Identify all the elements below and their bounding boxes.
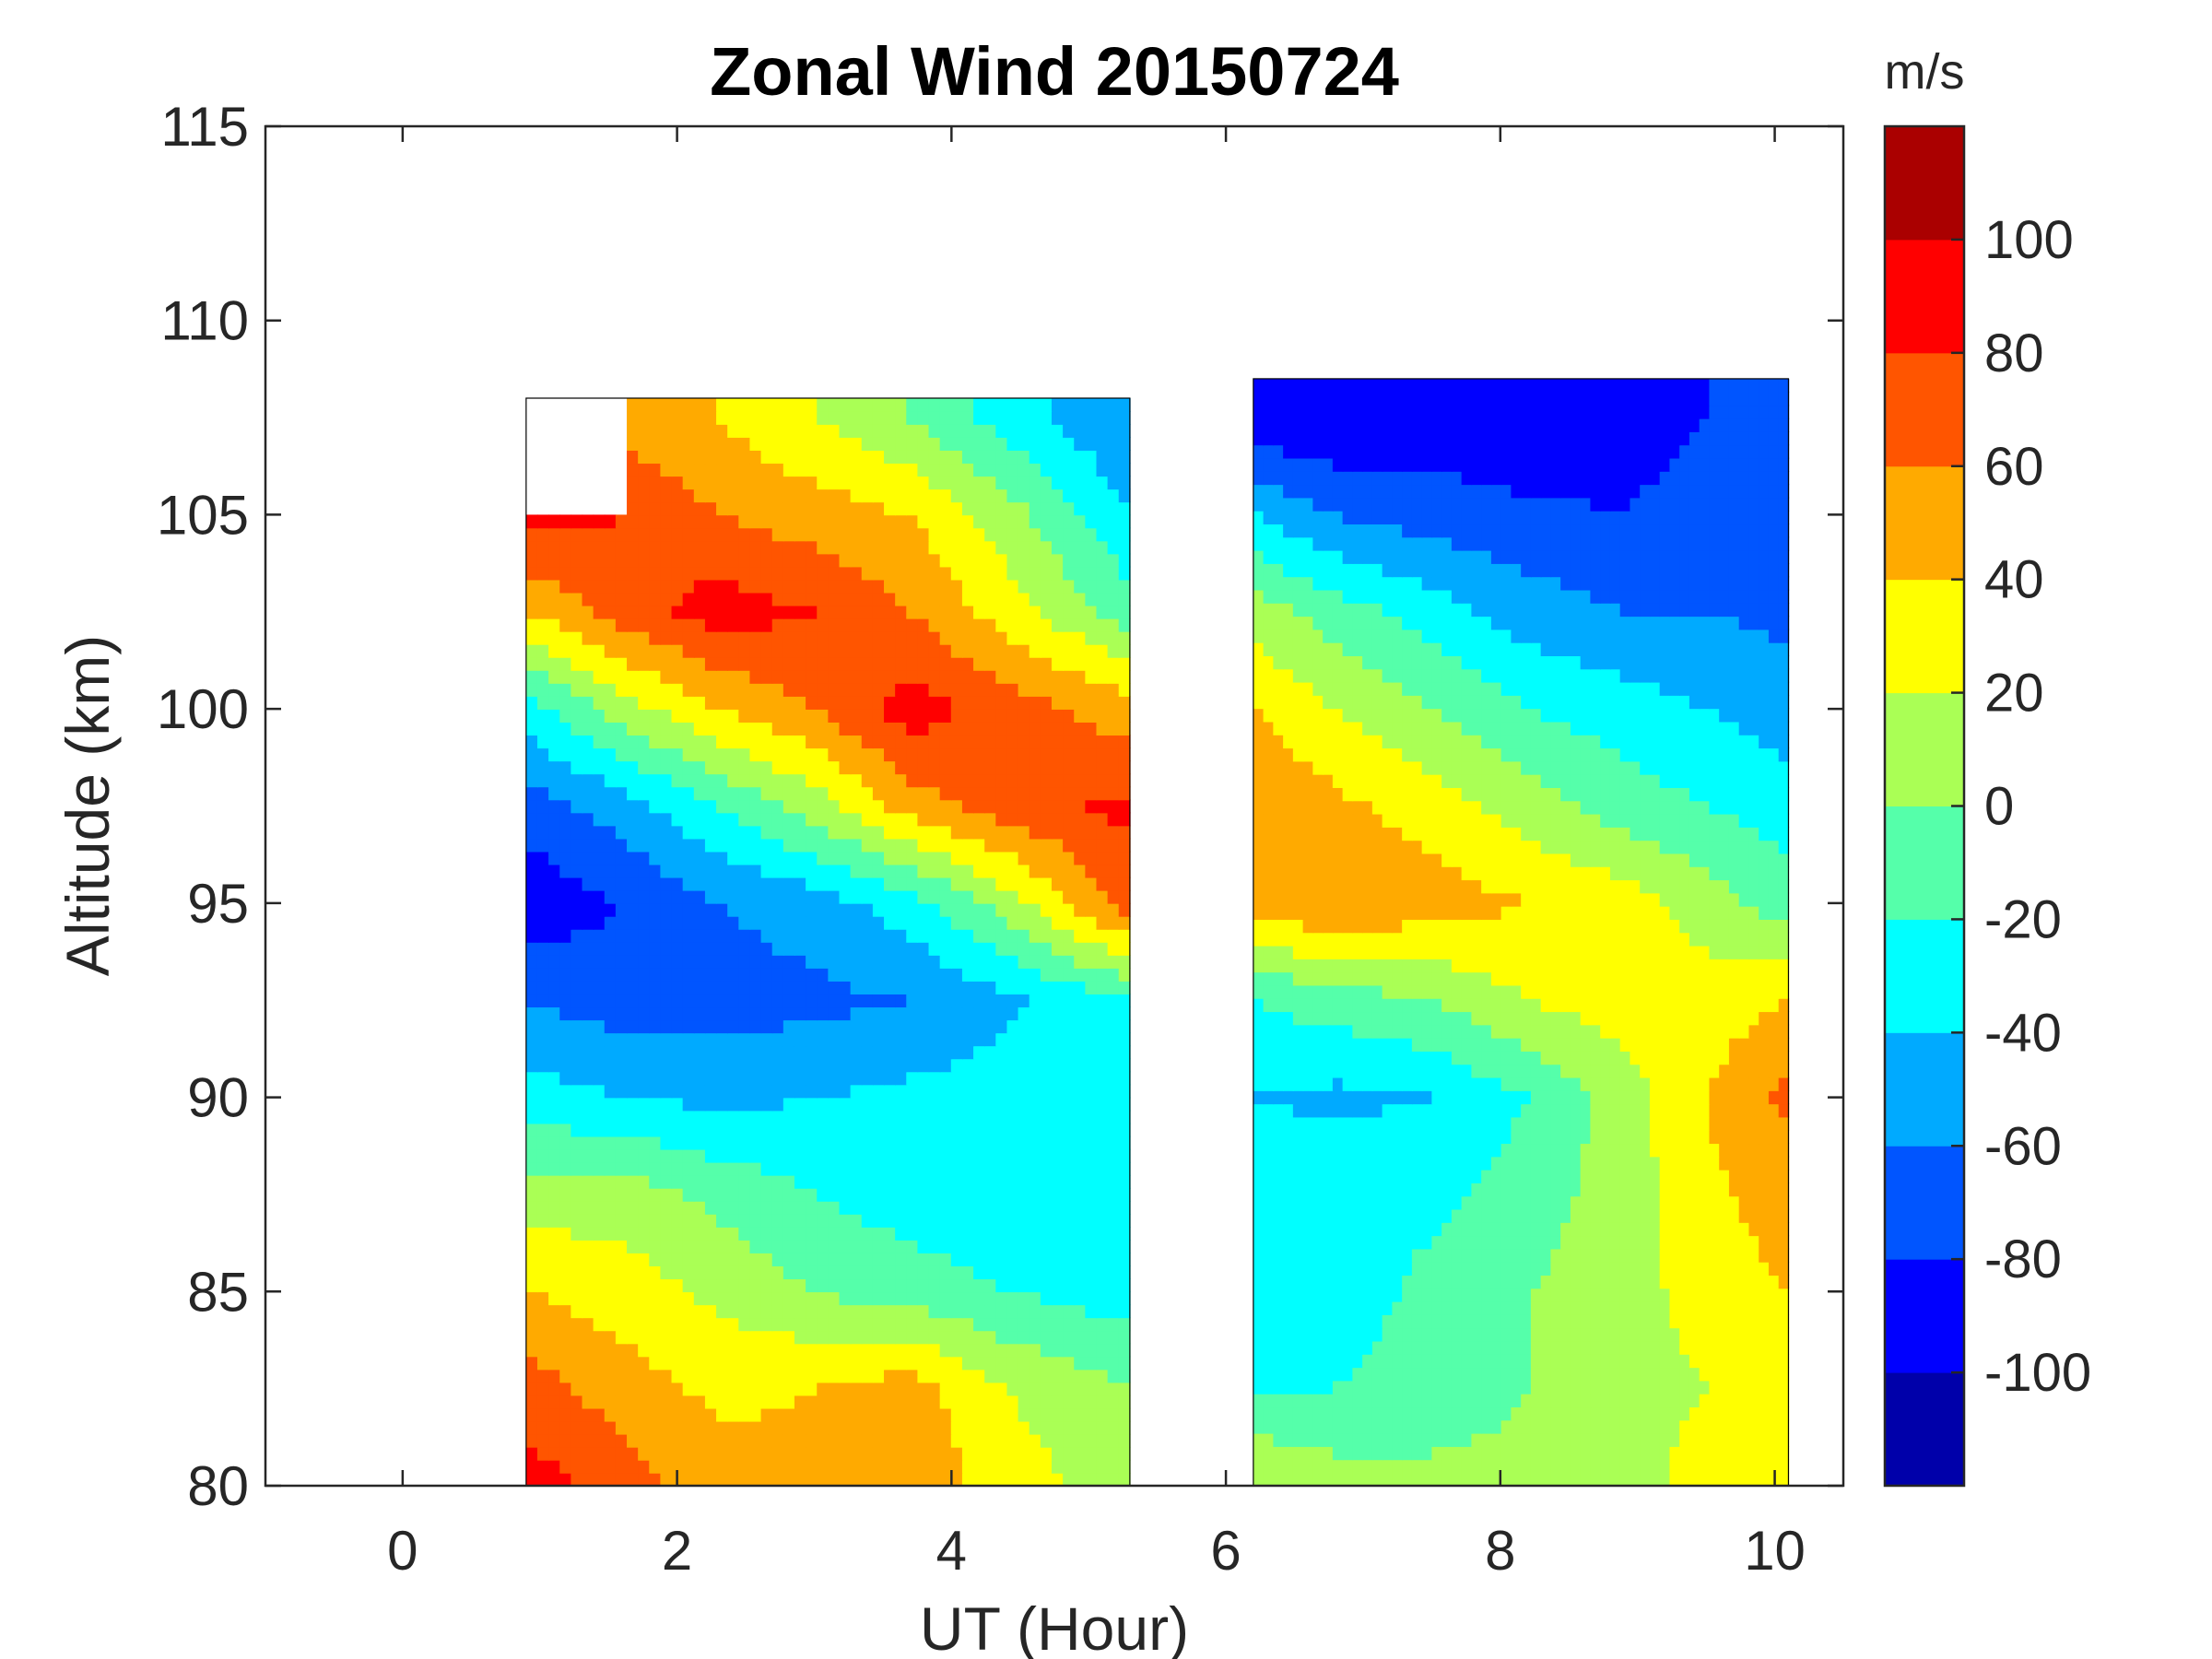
chart-title: Zonal Wind 20150724 (710, 33, 1399, 110)
contour-fill-layer (525, 378, 1790, 1486)
colorbar-swatch (1885, 919, 1964, 1033)
x-tick-label: 4 (936, 1520, 967, 1582)
colorbar-swatch (1885, 692, 1964, 806)
y-tick-label: 100 (157, 678, 249, 740)
colorbar-swatch (1885, 239, 1964, 354)
colorbar-tick-label: 40 (1984, 550, 2044, 610)
colorbar-tick-label: -20 (1984, 889, 2062, 949)
colorbar-tick-label: -100 (1984, 1343, 2091, 1403)
y-axis: 80 85 90 95 100 105 110 115 (157, 96, 1843, 1517)
colorbar-swatch (1885, 1259, 1964, 1373)
y-tick-label: 115 (160, 96, 249, 158)
block-1-outline (525, 397, 1131, 1486)
x-axis-label: UT (Hour) (920, 1594, 1189, 1659)
colorbar-swatch (1885, 352, 1964, 467)
y-tick-label: 95 (187, 873, 249, 935)
x-tick-label: 0 (387, 1520, 418, 1582)
colorbar-swatch (1885, 579, 1964, 694)
x-axis: 0 2 4 6 8 10 (387, 126, 1806, 1582)
plot-frame (264, 124, 1845, 1488)
y-tick-label: 80 (187, 1455, 249, 1517)
colorbar-tick-label: -80 (1984, 1230, 2062, 1289)
block-2-field (1253, 378, 1790, 1486)
x-tick-label: 10 (1744, 1520, 1806, 1582)
colorbar-swatch (1885, 806, 1964, 920)
x-tick-label: 2 (662, 1520, 692, 1582)
y-tick-label: 105 (157, 484, 249, 546)
colorbar: -100 -80 -60 -40 -20 0 20 40 60 80 100 (1883, 124, 2091, 1488)
x-tick-label: 8 (1485, 1520, 1515, 1582)
y-tick-label: 90 (187, 1067, 249, 1129)
colorbar-tick-label: -40 (1984, 1003, 2062, 1063)
block-1-field (525, 397, 1131, 1486)
colorbar-swatch (1885, 1032, 1964, 1147)
colorbar-swatch (1885, 1372, 1964, 1487)
colorbar-tick-label: 100 (1984, 210, 2074, 270)
colorbar-tick-label: 0 (1984, 777, 2014, 837)
colorbar-tick-label: 80 (1984, 324, 2044, 383)
y-tick-label: 110 (160, 290, 249, 352)
y-tick-label: 85 (187, 1261, 249, 1323)
colorbar-tick-label: 60 (1984, 437, 2044, 497)
colorbar-tick-label: -60 (1984, 1116, 2062, 1176)
x-tick-label: 6 (1210, 1520, 1241, 1582)
colorbar-swatch (1885, 465, 1964, 581)
colorbar-swatch (1885, 1146, 1964, 1260)
colorbar-swatch (1885, 126, 1964, 241)
y-axis-label: Altitude (km) (53, 635, 122, 976)
colorbar-tick-label: 20 (1984, 664, 2044, 724)
colorbar-unit-label: m/s (1885, 44, 1965, 100)
